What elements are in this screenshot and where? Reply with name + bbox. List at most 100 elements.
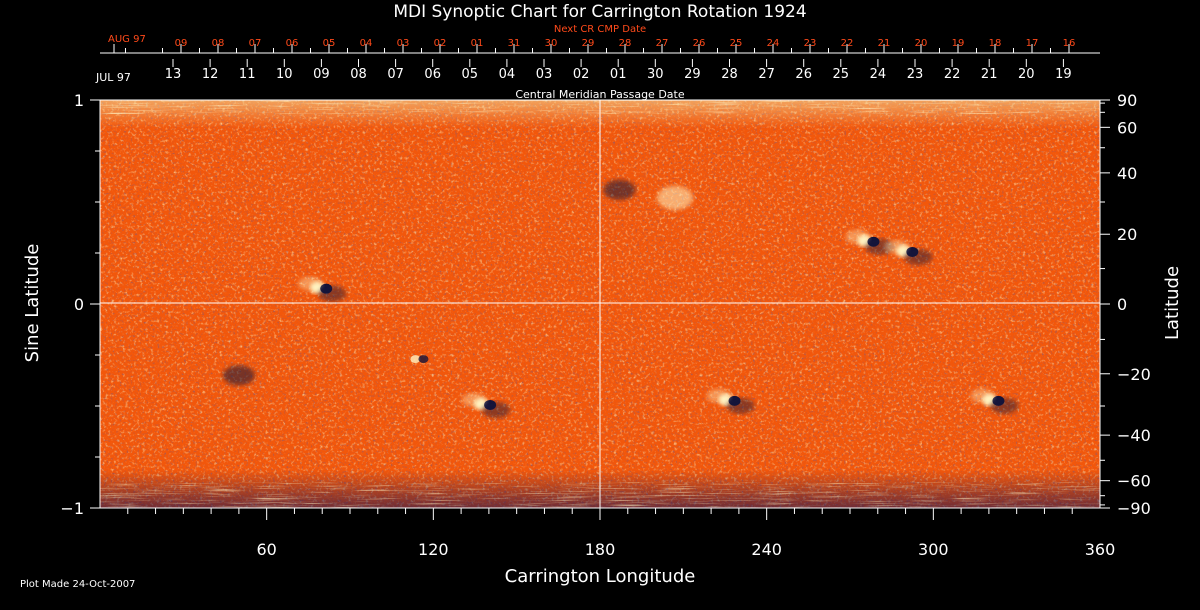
next-cr-tick-label: 09 (175, 38, 188, 49)
next-cr-tick-label: 07 (249, 38, 262, 49)
cmp-tick-label: 28 (721, 67, 738, 82)
next-cr-tick-label: 22 (841, 38, 854, 49)
cmp-tick-label: 03 (536, 67, 553, 82)
cmp-tick-label: 02 (573, 67, 590, 82)
cmp-tick-label: 23 (907, 67, 924, 82)
chart-title: MDI Synoptic Chart for Carrington Rotati… (393, 2, 806, 22)
next-cr-tick-label: 21 (878, 38, 891, 49)
next-cr-tick-label: 28 (619, 38, 632, 49)
y-right-tick-label: −90 (1117, 499, 1151, 518)
next-cr-tick-label: 16 (1063, 38, 1076, 49)
y-right-tick-label: −20 (1117, 365, 1151, 384)
y-left-tick-label: 0 (74, 295, 84, 314)
cmp-tick-label: 06 (424, 67, 441, 82)
next-cr-date-axis: 09 08 07 06 05 04 03 02 01 31 30 29 28 27 26 25 24 23 22 21… (100, 38, 1100, 54)
next-cr-tick-label: 04 (360, 38, 373, 49)
active-region-negative-halo (904, 248, 933, 265)
plage-mixed-positive (410, 355, 421, 364)
active-region-negative-halo (482, 401, 511, 418)
y-right-tick-label: 40 (1117, 164, 1137, 183)
cmp-tick-label: 04 (499, 67, 516, 82)
y-left-tick-label: −1 (60, 499, 84, 518)
cmp-tick-label: 22 (944, 67, 961, 82)
cmp-tick-label: 11 (239, 67, 256, 82)
cmp-tick-label: 29 (684, 67, 701, 82)
next-cr-tick-label: 05 (323, 38, 336, 49)
y-axis-right: 90 60 40 20 0 −20 −40 −60 −90 (1100, 91, 1151, 518)
next-cr-tick-label: 27 (656, 38, 669, 49)
cmp-tick-label: 08 (350, 67, 367, 82)
y-right-tick-label: −40 (1117, 426, 1151, 445)
next-cr-tick-label: 17 (1026, 38, 1039, 49)
x-tick-label: 240 (751, 540, 782, 559)
active-region-negative-halo (990, 397, 1019, 414)
plage-negative (222, 365, 255, 386)
cmp-tick-label: 13 (165, 67, 182, 82)
plage-negative (603, 179, 636, 200)
x-tick-label: 120 (418, 540, 449, 559)
cmp-tick-label: 26 (795, 67, 812, 82)
y-axis-label-left: Sine Latitude (22, 244, 43, 363)
next-cr-axis-title: Next CR CMP Date (554, 24, 646, 35)
next-cr-tick-label: 26 (693, 38, 706, 49)
cmp-date-axis: 13 12 11 10 09 08 07 06 05 04 03 02 01 30 29 28 27 26 25 24… (165, 59, 1072, 82)
x-tick-label: 300 (918, 540, 949, 559)
y-left-tick-label: 1 (74, 91, 84, 110)
next-cr-tick-label: 19 (952, 38, 965, 49)
cmp-tick-label: 10 (276, 67, 293, 82)
cmp-tick-label: 05 (462, 67, 479, 82)
cmp-tick-label: 27 (758, 67, 775, 82)
next-cr-tick-label: 01 (471, 38, 484, 49)
active-regions (222, 179, 1019, 418)
plage-positive (657, 185, 693, 210)
next-cr-month-label: AUG 97 (108, 34, 146, 45)
next-cr-tick-label: 29 (582, 38, 595, 49)
active-region-positive-halo (884, 239, 909, 254)
y-right-tick-label: 20 (1117, 225, 1137, 244)
cmp-tick-label: 19 (1055, 67, 1072, 82)
cmp-tick-label: 20 (1018, 67, 1035, 82)
y-right-tick-label: −60 (1117, 472, 1151, 491)
y-axis-left: −1 0 1 (60, 91, 100, 518)
next-cr-tick-label: 06 (286, 38, 299, 49)
cmp-month-label: JUL 97 (95, 71, 131, 84)
x-tick-label: 360 (1085, 540, 1116, 559)
cmp-tick-label: 01 (610, 67, 627, 82)
cmp-tick-label: 07 (387, 67, 404, 82)
active-region-positive-halo (970, 388, 995, 403)
active-region-negative-halo (726, 397, 755, 414)
x-tick-label: 180 (585, 540, 616, 559)
next-cr-tick-label: 18 (989, 38, 1002, 49)
cmp-tick-label: 12 (202, 67, 219, 82)
next-cr-tick-label: 25 (730, 38, 743, 49)
cmp-axis-title: Central Meridian Passage Date (515, 88, 684, 101)
next-cr-tick-label: 24 (767, 38, 780, 49)
next-cr-tick-label: 31 (508, 38, 521, 49)
x-axis-label: Carrington Longitude (505, 566, 696, 587)
active-region-positive-halo (845, 229, 870, 244)
y-axis-label-right: Latitude (1162, 266, 1183, 340)
plot-made-note: Plot Made 24-Oct-2007 (20, 579, 136, 590)
cmp-tick-label: 24 (870, 67, 887, 82)
x-tick-label: 60 (256, 540, 276, 559)
next-cr-tick-label: 02 (434, 38, 447, 49)
next-cr-tick-label: 30 (545, 38, 558, 49)
next-cr-tick-label: 03 (397, 38, 410, 49)
active-region-positive-halo (298, 276, 323, 291)
y-right-tick-label: 90 (1117, 91, 1137, 110)
cmp-tick-label: 21 (981, 67, 998, 82)
x-axis: 60 120 180 240 300 360 (127, 508, 1116, 559)
active-region-positive-halo (706, 388, 731, 403)
cmp-tick-label: 30 (647, 67, 664, 82)
next-cr-tick-label: 23 (804, 38, 817, 49)
plage-mixed-negative (418, 355, 429, 364)
next-cr-tick-label: 20 (915, 38, 928, 49)
y-right-tick-label: 60 (1117, 118, 1137, 137)
y-right-tick-label: 0 (1117, 295, 1127, 314)
active-region-positive-halo (462, 392, 487, 407)
cmp-tick-label: 09 (313, 67, 330, 82)
cmp-tick-label: 25 (833, 67, 850, 82)
next-cr-tick-label: 08 (212, 38, 225, 49)
active-region-negative-halo (318, 285, 347, 302)
